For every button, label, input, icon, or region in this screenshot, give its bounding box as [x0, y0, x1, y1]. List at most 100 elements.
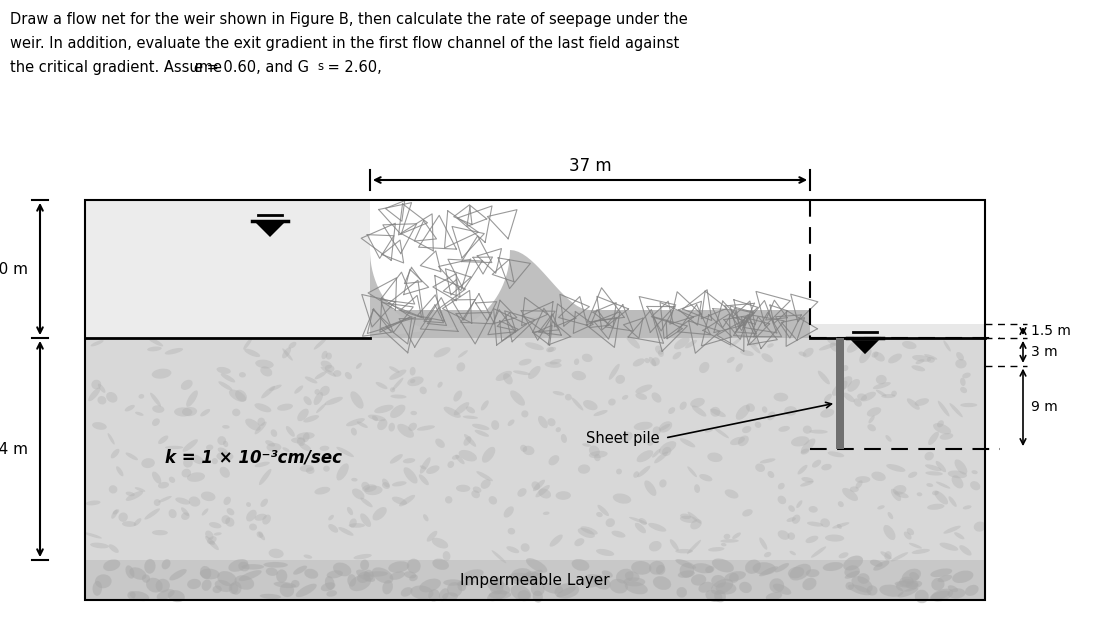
Ellipse shape: [907, 398, 920, 410]
Ellipse shape: [543, 512, 549, 515]
Ellipse shape: [526, 558, 547, 573]
Ellipse shape: [774, 563, 789, 572]
Ellipse shape: [304, 376, 318, 383]
Ellipse shape: [589, 451, 608, 458]
Ellipse shape: [724, 534, 730, 539]
Ellipse shape: [714, 590, 726, 603]
Ellipse shape: [222, 425, 229, 428]
Ellipse shape: [631, 561, 652, 575]
Ellipse shape: [571, 397, 583, 410]
Ellipse shape: [189, 497, 201, 507]
Ellipse shape: [538, 416, 548, 428]
Ellipse shape: [687, 466, 697, 477]
Ellipse shape: [313, 392, 323, 405]
Ellipse shape: [932, 490, 939, 495]
Ellipse shape: [677, 570, 695, 578]
Ellipse shape: [675, 559, 696, 569]
Ellipse shape: [326, 590, 338, 597]
Ellipse shape: [658, 441, 676, 454]
Ellipse shape: [357, 572, 371, 583]
Ellipse shape: [710, 409, 726, 417]
Ellipse shape: [206, 445, 213, 450]
Ellipse shape: [786, 517, 795, 522]
Ellipse shape: [765, 592, 782, 601]
Ellipse shape: [582, 353, 592, 362]
Ellipse shape: [325, 576, 334, 590]
Ellipse shape: [181, 512, 190, 520]
Ellipse shape: [409, 367, 416, 376]
Ellipse shape: [146, 578, 163, 593]
Ellipse shape: [352, 489, 364, 500]
Ellipse shape: [963, 505, 972, 510]
Ellipse shape: [186, 391, 197, 407]
Ellipse shape: [933, 423, 951, 434]
Ellipse shape: [282, 347, 291, 358]
Ellipse shape: [110, 449, 119, 458]
Ellipse shape: [264, 562, 288, 568]
Ellipse shape: [168, 590, 185, 602]
Ellipse shape: [106, 392, 117, 402]
Ellipse shape: [810, 430, 827, 433]
Ellipse shape: [389, 572, 405, 580]
Ellipse shape: [139, 394, 144, 399]
Ellipse shape: [762, 406, 768, 413]
Ellipse shape: [767, 412, 775, 420]
Ellipse shape: [347, 574, 356, 587]
Ellipse shape: [153, 499, 161, 506]
Ellipse shape: [687, 512, 702, 523]
Polygon shape: [370, 310, 810, 338]
Ellipse shape: [306, 467, 314, 474]
Ellipse shape: [410, 411, 417, 415]
Ellipse shape: [832, 381, 847, 396]
Text: 24 m: 24 m: [0, 441, 28, 456]
Ellipse shape: [351, 391, 364, 409]
Ellipse shape: [915, 359, 924, 364]
Ellipse shape: [960, 545, 972, 556]
Ellipse shape: [356, 422, 367, 428]
Polygon shape: [85, 338, 985, 560]
Ellipse shape: [409, 575, 418, 581]
Ellipse shape: [842, 488, 858, 501]
Ellipse shape: [201, 409, 211, 417]
Ellipse shape: [634, 422, 653, 430]
Ellipse shape: [261, 386, 275, 399]
Ellipse shape: [609, 364, 620, 380]
Ellipse shape: [823, 562, 844, 571]
Ellipse shape: [593, 410, 608, 416]
Ellipse shape: [122, 521, 137, 527]
Ellipse shape: [652, 449, 661, 458]
Ellipse shape: [452, 454, 460, 459]
Ellipse shape: [321, 582, 335, 591]
Ellipse shape: [658, 421, 672, 433]
Ellipse shape: [390, 405, 406, 418]
Ellipse shape: [960, 387, 967, 393]
Ellipse shape: [596, 512, 602, 517]
Ellipse shape: [320, 386, 330, 396]
Ellipse shape: [821, 518, 829, 528]
Ellipse shape: [769, 578, 784, 593]
Ellipse shape: [291, 580, 300, 588]
Ellipse shape: [495, 371, 512, 381]
Ellipse shape: [636, 450, 653, 463]
Ellipse shape: [598, 505, 609, 516]
Ellipse shape: [382, 482, 390, 489]
Ellipse shape: [711, 559, 733, 572]
Ellipse shape: [214, 533, 222, 536]
Ellipse shape: [323, 466, 330, 472]
Ellipse shape: [400, 587, 413, 596]
Ellipse shape: [457, 362, 465, 371]
Ellipse shape: [462, 569, 483, 580]
Ellipse shape: [133, 518, 141, 526]
Ellipse shape: [649, 357, 656, 366]
Ellipse shape: [752, 562, 775, 575]
Ellipse shape: [504, 507, 514, 518]
Ellipse shape: [790, 564, 811, 580]
Ellipse shape: [938, 401, 950, 417]
Ellipse shape: [574, 358, 579, 365]
Ellipse shape: [846, 582, 854, 590]
Ellipse shape: [216, 452, 234, 461]
Ellipse shape: [436, 438, 445, 448]
Ellipse shape: [438, 382, 442, 388]
Ellipse shape: [126, 492, 135, 496]
Ellipse shape: [207, 536, 216, 544]
